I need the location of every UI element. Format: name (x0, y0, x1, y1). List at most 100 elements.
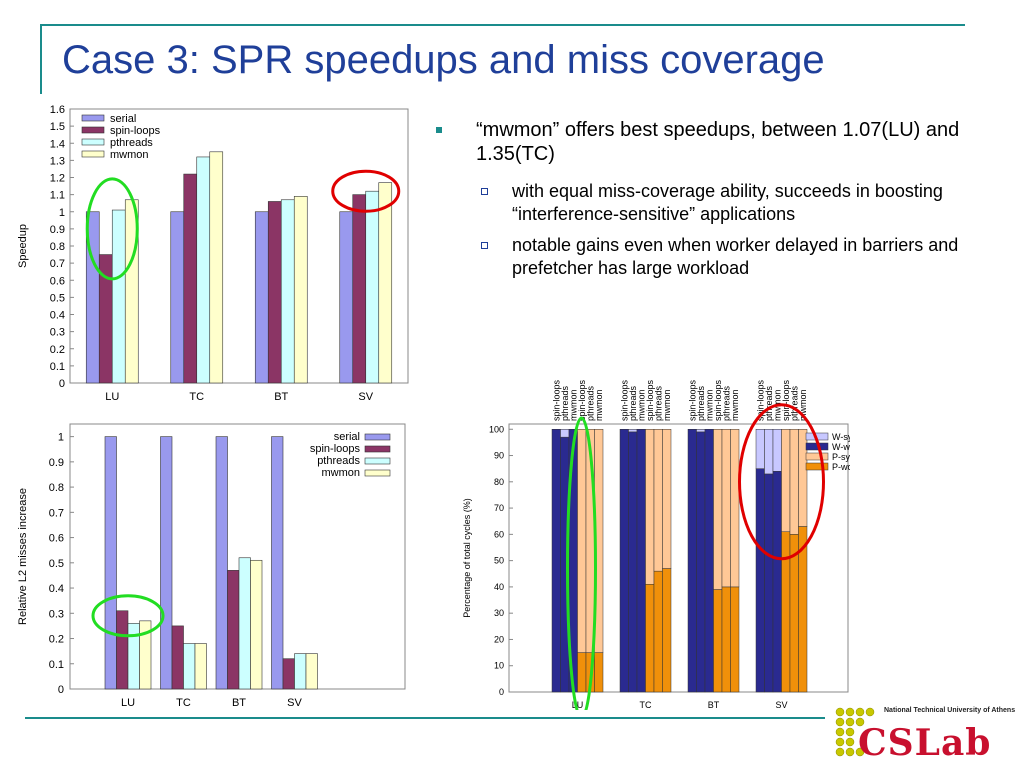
bar (127, 623, 140, 690)
bar-top-label: pthreads (628, 385, 638, 421)
y-tick-label: 0.6 (50, 275, 65, 287)
y-tick-label: 0.8 (50, 241, 65, 253)
annotation-ellipse (738, 403, 825, 561)
bar-segment (704, 429, 714, 693)
sub-bullet-square-icon (481, 242, 488, 249)
y-tick-label: 0 (59, 378, 65, 390)
y-tick-label: 0.9 (49, 457, 64, 469)
bar-segment (653, 429, 663, 572)
bar-top-label: spin-loops (551, 379, 561, 421)
logo-dots-icon (835, 707, 875, 757)
bar-segment (781, 429, 791, 532)
bar-segment (560, 429, 570, 438)
legend-label: pthreads (317, 455, 360, 467)
bar-segment (594, 652, 604, 693)
bar-top-label: mwmon (730, 389, 740, 421)
y-tick-label: 0.8 (49, 482, 64, 494)
bar (352, 194, 367, 384)
bar (250, 559, 263, 690)
bar-top-label: pthreads (764, 385, 774, 421)
bar-segment (755, 429, 765, 469)
x-tick-label: SV (358, 391, 373, 403)
bar-segment (636, 429, 646, 693)
bar-segment (653, 570, 663, 693)
y-tick-label: 1 (58, 432, 64, 444)
y-axis-label: Speedup (17, 224, 29, 268)
bar (238, 557, 251, 690)
y-tick-label: 70 (494, 503, 504, 513)
y-tick-label: 0.4 (50, 310, 65, 322)
bar-segment (577, 429, 587, 653)
bar (254, 211, 269, 384)
sub-bullet-text: with equal miss-coverage ability, succee… (512, 181, 943, 224)
bar-segment (662, 429, 672, 569)
legend-label: mwmon (110, 149, 149, 161)
y-tick-label: 0.3 (49, 608, 64, 620)
y-tick-label: 0.1 (49, 659, 64, 671)
bar-top-label: mwmon (594, 389, 604, 421)
legend-swatch (81, 150, 105, 158)
bar (160, 436, 173, 690)
bar-top-label: mwmon (662, 389, 672, 421)
y-tick-label: 1.6 (50, 104, 65, 116)
bar-top-label: pthreads (560, 385, 570, 421)
y-tick-label: 20 (494, 634, 504, 644)
side-rule (40, 24, 42, 94)
y-tick-label: 0.7 (49, 507, 64, 519)
y-tick-label: 0.2 (50, 344, 65, 356)
bar-top-label: pthreads (789, 385, 799, 421)
bar-top-label: spin-loops (755, 379, 765, 421)
bar (378, 182, 393, 384)
bullet-main: “mwmon” offers best speedups, between 1.… (436, 118, 1018, 166)
bar-top-label: spin-loops (781, 379, 791, 421)
legend-label: mwmon (321, 467, 360, 479)
annotation-ellipse (85, 177, 139, 281)
bar-top-label: mwmon (704, 389, 714, 421)
bottom-rule (25, 717, 825, 719)
legend-label: W-work (832, 442, 850, 452)
bar-segment (798, 429, 808, 527)
legend-label: pthreads (110, 137, 153, 149)
y-tick-label: 1.1 (50, 190, 65, 202)
bar (305, 653, 318, 690)
legend-label: spin-loops (310, 443, 361, 455)
bar-segment (764, 473, 774, 693)
top-rule (40, 24, 965, 26)
legend-swatch (805, 462, 829, 471)
y-tick-label: 1.5 (50, 121, 65, 133)
bar-segment (721, 586, 731, 693)
y-tick-label: 1.3 (50, 155, 65, 167)
bar-segment (764, 429, 774, 475)
bar-segment (628, 429, 638, 433)
bar (196, 156, 211, 384)
x-tick-label: LU (572, 700, 584, 710)
sub-bullet-text: notable gains even when worker delayed i… (512, 235, 959, 278)
speedup-chart: 0 0.1 0.2 0.3 0.4 0.5 0.6 0.7 0.8 0.9 1 1.1 1.2 1.3 1.… (17, 104, 409, 403)
bar (171, 625, 184, 690)
slide-title: Case 3: SPR speedups and miss coverage (62, 38, 825, 82)
bar-segment (577, 652, 587, 693)
bar-segment (713, 589, 723, 693)
bar (183, 643, 196, 690)
bar (293, 196, 308, 384)
legend-label: P-work (832, 462, 850, 472)
logo-subtitle: National Technical University of Athens (884, 707, 1016, 714)
y-tick-label: 0.9 (50, 224, 65, 236)
legend-label: serial (334, 431, 360, 443)
cycles-breakdown-chart: 0102030405060708090100LUspin-loopspthrea… (462, 379, 850, 710)
x-tick-label: SV (287, 697, 302, 709)
x-tick-label: BT (274, 391, 288, 403)
y-tick-label: 0.5 (49, 558, 64, 570)
bar-segment (781, 531, 791, 693)
bar (282, 658, 295, 690)
y-tick-label: 0.4 (49, 583, 64, 595)
legend-swatch (81, 114, 105, 122)
y-tick-label: 100 (489, 424, 504, 434)
bar (267, 201, 282, 384)
legend-swatch (364, 457, 391, 465)
bar (339, 211, 354, 384)
bar-segment (772, 471, 782, 693)
bar (170, 211, 185, 384)
bar-segment (645, 429, 655, 585)
bar (111, 209, 126, 384)
